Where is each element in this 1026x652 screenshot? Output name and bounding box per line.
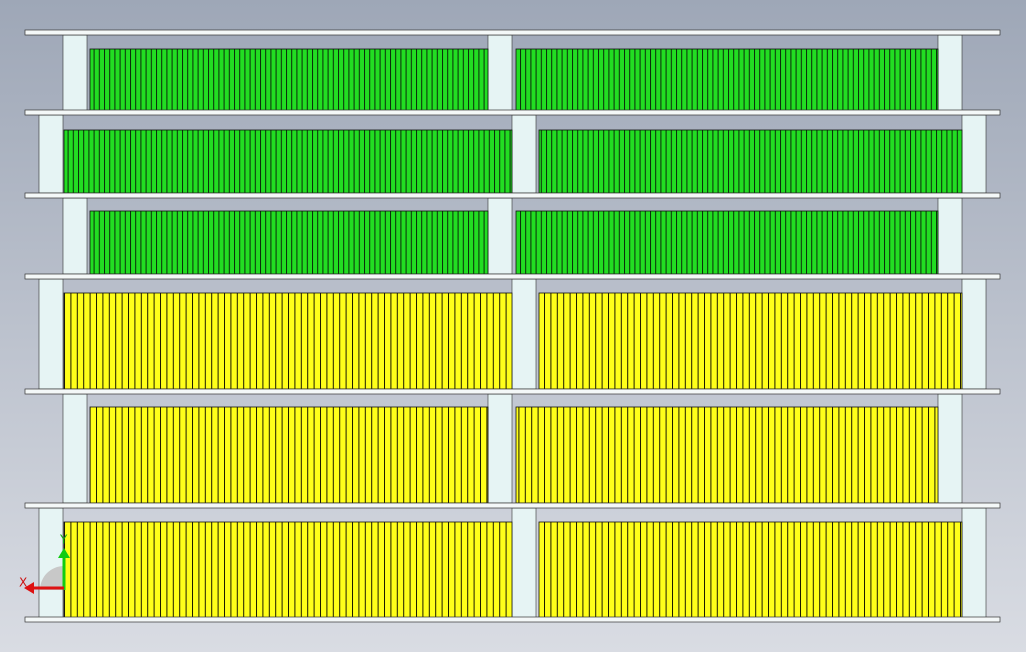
y-arrowhead: [58, 548, 70, 558]
axis-triad: X Y: [19, 533, 70, 594]
y-axis-label: Y: [59, 533, 68, 547]
shelf: [24, 502, 1001, 509]
green-panel: [63, 129, 513, 194]
shelf: [24, 273, 1001, 280]
post: [487, 393, 513, 504]
post: [511, 114, 537, 194]
post: [511, 278, 537, 390]
post: [961, 278, 987, 390]
triad-base: [40, 566, 64, 590]
green-panel: [89, 48, 489, 112]
x-axis-label: X: [19, 576, 27, 590]
post: [961, 507, 987, 620]
post: [38, 278, 64, 390]
post: [487, 197, 513, 275]
green-panel: [89, 210, 489, 275]
post: [487, 34, 513, 112]
post: [62, 197, 88, 275]
shelf: [24, 388, 1001, 395]
post: [511, 507, 537, 620]
yellow-panel: [89, 406, 489, 504]
rack: [24, 29, 1001, 623]
shelf: [24, 616, 1001, 623]
yellow-panel: [63, 292, 513, 390]
post: [62, 393, 88, 504]
post: [38, 507, 64, 620]
x-arrowhead: [24, 582, 34, 594]
post: [937, 393, 963, 504]
shelf: [24, 109, 1001, 116]
yellow-panel: [515, 406, 939, 504]
shelf: [24, 192, 1001, 199]
yellow-panel: [538, 521, 963, 620]
green-panel: [538, 129, 963, 194]
post: [937, 34, 963, 112]
post: [38, 114, 64, 194]
yellow-panel: [538, 292, 963, 390]
post: [62, 34, 88, 112]
post: [937, 197, 963, 275]
shelf: [24, 29, 1001, 36]
post: [961, 114, 987, 194]
yellow-panel: [63, 521, 513, 620]
green-panel: [515, 210, 939, 275]
green-panel: [515, 48, 939, 112]
